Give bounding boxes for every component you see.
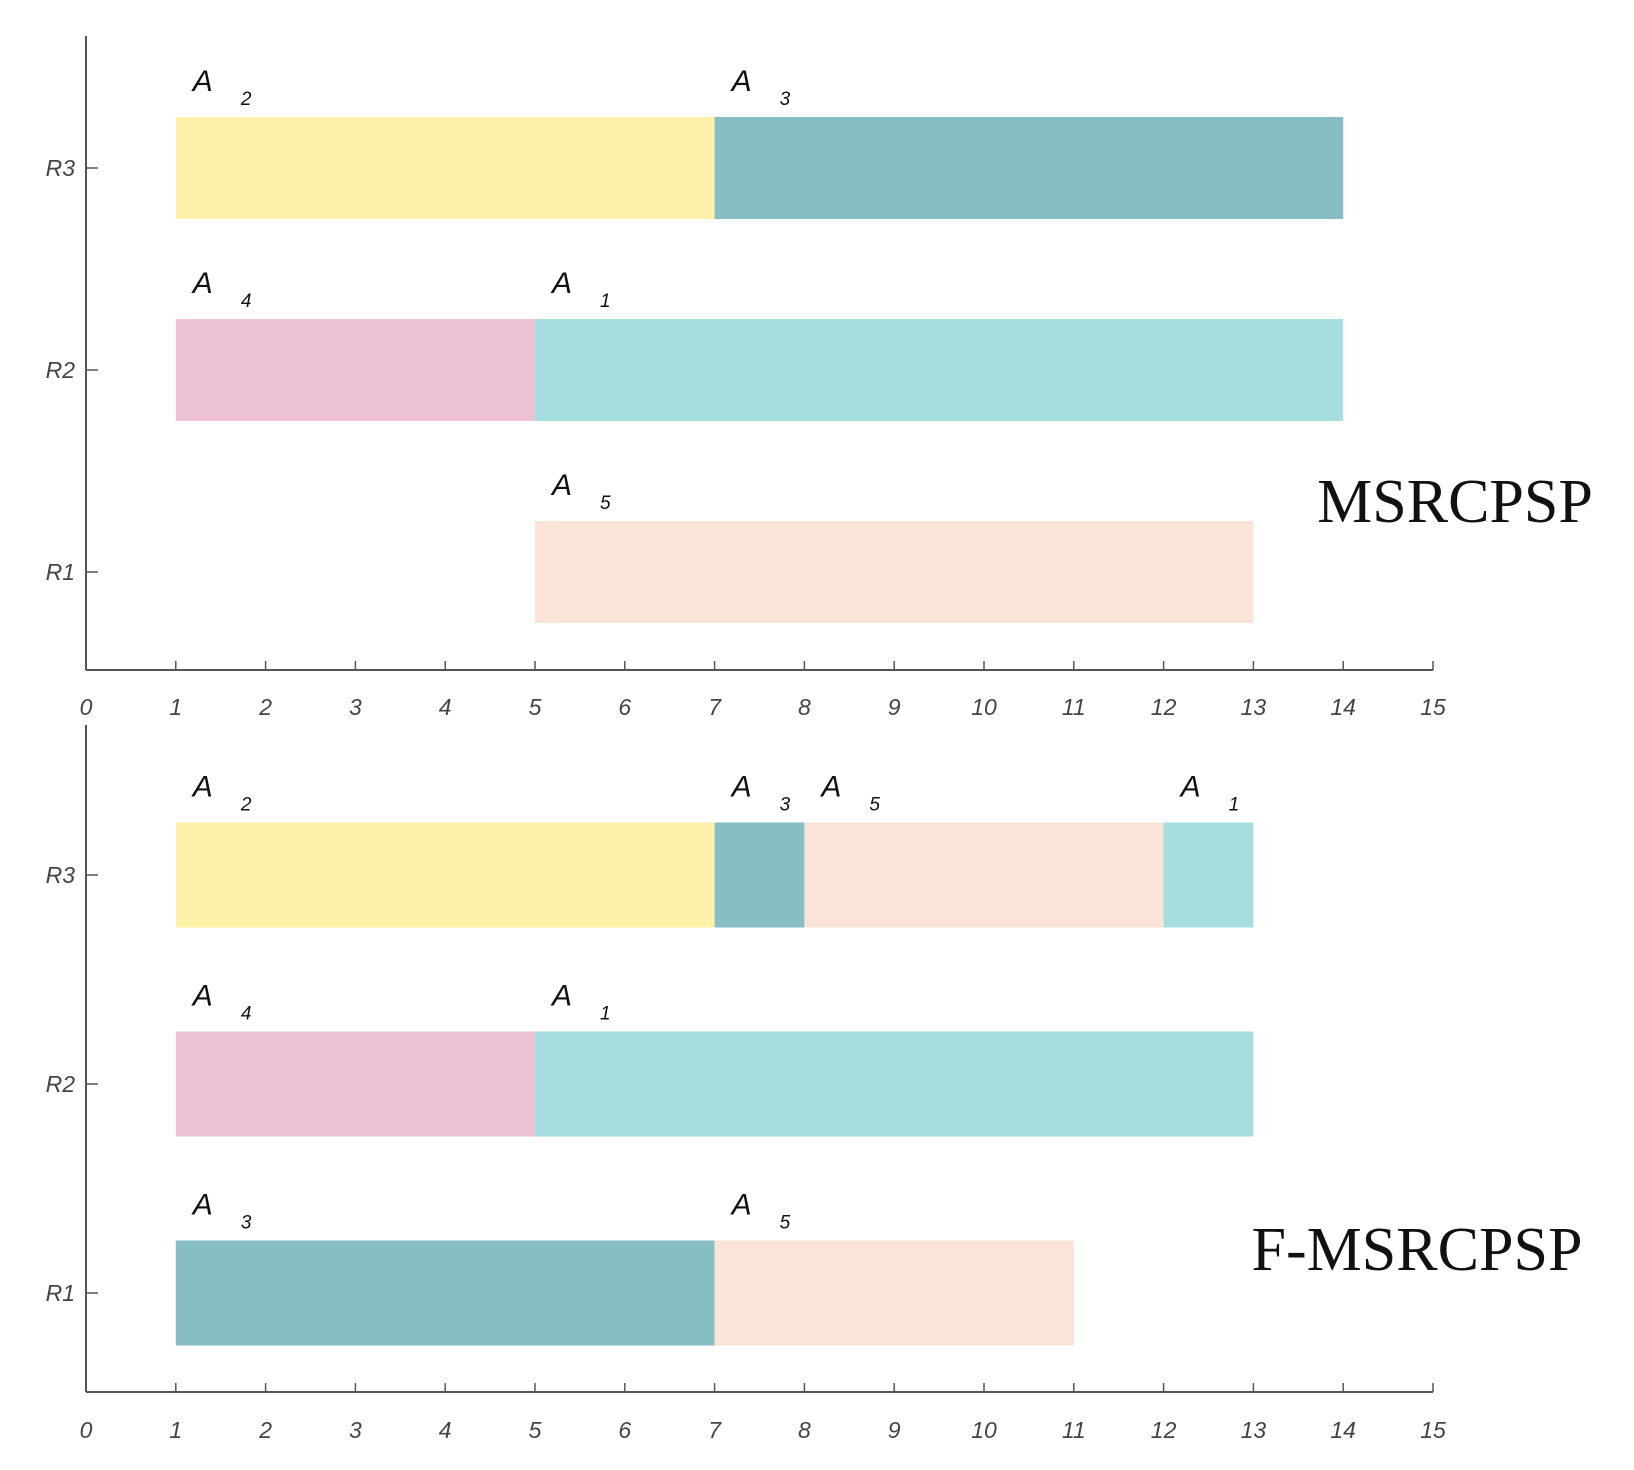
- task-label: A1: [550, 267, 611, 312]
- task-index: 5: [600, 493, 611, 514]
- x-tick-label: 10: [971, 1417, 997, 1443]
- x-tick-label: 12: [1151, 694, 1177, 720]
- task-bar: [175, 822, 715, 928]
- x-tick-label: 2: [258, 1417, 272, 1443]
- task-index: 3: [241, 1213, 252, 1234]
- y-tick-label: R1: [46, 559, 75, 585]
- task-bar: [1163, 822, 1254, 928]
- task-bar: [714, 1240, 1074, 1346]
- task-index: 5: [780, 1213, 791, 1234]
- task-letter-text: A: [730, 771, 752, 804]
- y-tick-label: R2: [46, 357, 76, 383]
- task-bar: [535, 1031, 1254, 1137]
- task-bar: [714, 822, 805, 928]
- task-bar: [535, 319, 1344, 421]
- gantt-panel-2: 0 1 2 3 4 5 6 7 8 9 10 11 12 13 14 15R3R2R1A2A3A5A1A4A1…: [46, 725, 1583, 1443]
- x-tick-label: 4: [439, 694, 452, 720]
- x-tick-label: 8: [798, 1417, 811, 1443]
- x-tick-label: 7: [708, 694, 722, 720]
- task-index: 2: [240, 89, 252, 110]
- task-index: 1: [1229, 795, 1240, 816]
- task-letter-text: A: [550, 267, 572, 300]
- task-index: 4: [241, 1004, 252, 1025]
- x-tick-label: 11: [1062, 1417, 1086, 1443]
- task-bar: [535, 521, 1254, 623]
- x-tick-label: 14: [1330, 1417, 1356, 1443]
- task-label: A3: [730, 771, 791, 816]
- panel-title: MSRCPSP: [1317, 468, 1593, 536]
- task-bar: [714, 117, 1344, 219]
- y-tick-label: R3: [46, 862, 76, 888]
- x-tick-label: 8: [798, 694, 811, 720]
- task-index: 4: [241, 291, 252, 312]
- task-letter-text: A: [1179, 771, 1201, 804]
- x-tick-label: 13: [1241, 1417, 1267, 1443]
- x-tick-label: 6: [618, 1417, 631, 1443]
- x-tick-label: 7: [708, 1417, 722, 1443]
- x-tick-label: 6: [618, 694, 631, 720]
- task-bar: [175, 117, 715, 219]
- task-letter-text: A: [819, 771, 841, 804]
- x-tick-label: 2: [258, 694, 272, 720]
- task-index: 1: [600, 291, 611, 312]
- y-tick-label: R3: [46, 155, 76, 181]
- task-index: 1: [600, 1004, 611, 1025]
- task-letter-text: A: [191, 980, 213, 1013]
- x-tick-label: 3: [349, 694, 362, 720]
- panel-title: F-MSRCPSP: [1252, 1216, 1583, 1284]
- task-index: 3: [780, 89, 791, 110]
- task-label: A1: [550, 980, 611, 1025]
- task-label: A5: [550, 469, 611, 514]
- task-label: A4: [191, 980, 252, 1025]
- task-label: A1: [1179, 771, 1240, 816]
- x-tick-label: 12: [1151, 1417, 1177, 1443]
- task-bar: [175, 1240, 715, 1346]
- task-letter-text: A: [550, 980, 572, 1013]
- task-label: A2: [191, 65, 252, 110]
- task-label: A2: [191, 771, 252, 816]
- x-tick-label: 13: [1241, 694, 1267, 720]
- task-label: A4: [191, 267, 252, 312]
- x-tick-label: 4: [439, 1417, 452, 1443]
- task-letter-text: A: [191, 771, 213, 804]
- x-tick-label: 9: [888, 694, 901, 720]
- task-label: A5: [730, 1189, 791, 1234]
- x-tick-label: 9: [888, 1417, 901, 1443]
- y-tick-label: R2: [46, 1071, 76, 1097]
- x-tick-label: 5: [529, 694, 542, 720]
- task-bar: [175, 319, 536, 421]
- task-index: 3: [780, 795, 791, 816]
- task-label: A3: [191, 1189, 252, 1234]
- task-letter-text: A: [550, 469, 572, 502]
- x-tick-label: 1: [169, 694, 182, 720]
- x-tick-label: 15: [1420, 694, 1446, 720]
- task-label: A5: [819, 771, 880, 816]
- x-tick-label: 5: [529, 1417, 542, 1443]
- task-letter-text: A: [730, 65, 752, 98]
- x-tick-label: 10: [971, 694, 997, 720]
- x-tick-label: 0: [80, 694, 93, 720]
- x-tick-label: 11: [1062, 694, 1086, 720]
- task-letter-text: A: [191, 1189, 213, 1222]
- x-tick-label: 1: [169, 1417, 182, 1443]
- y-tick-label: R1: [46, 1280, 75, 1306]
- task-index: 5: [869, 795, 880, 816]
- x-tick-label: 14: [1330, 694, 1356, 720]
- x-tick-label: 3: [349, 1417, 362, 1443]
- x-tick-label: 15: [1420, 1417, 1446, 1443]
- task-index: 2: [240, 795, 252, 816]
- task-label: A3: [730, 65, 791, 110]
- task-bar: [804, 822, 1164, 928]
- task-letter-text: A: [191, 65, 213, 98]
- x-tick-label: 0: [80, 1417, 93, 1443]
- task-letter-text: A: [730, 1189, 752, 1222]
- task-letter-text: A: [191, 267, 213, 300]
- task-bar: [175, 1031, 536, 1137]
